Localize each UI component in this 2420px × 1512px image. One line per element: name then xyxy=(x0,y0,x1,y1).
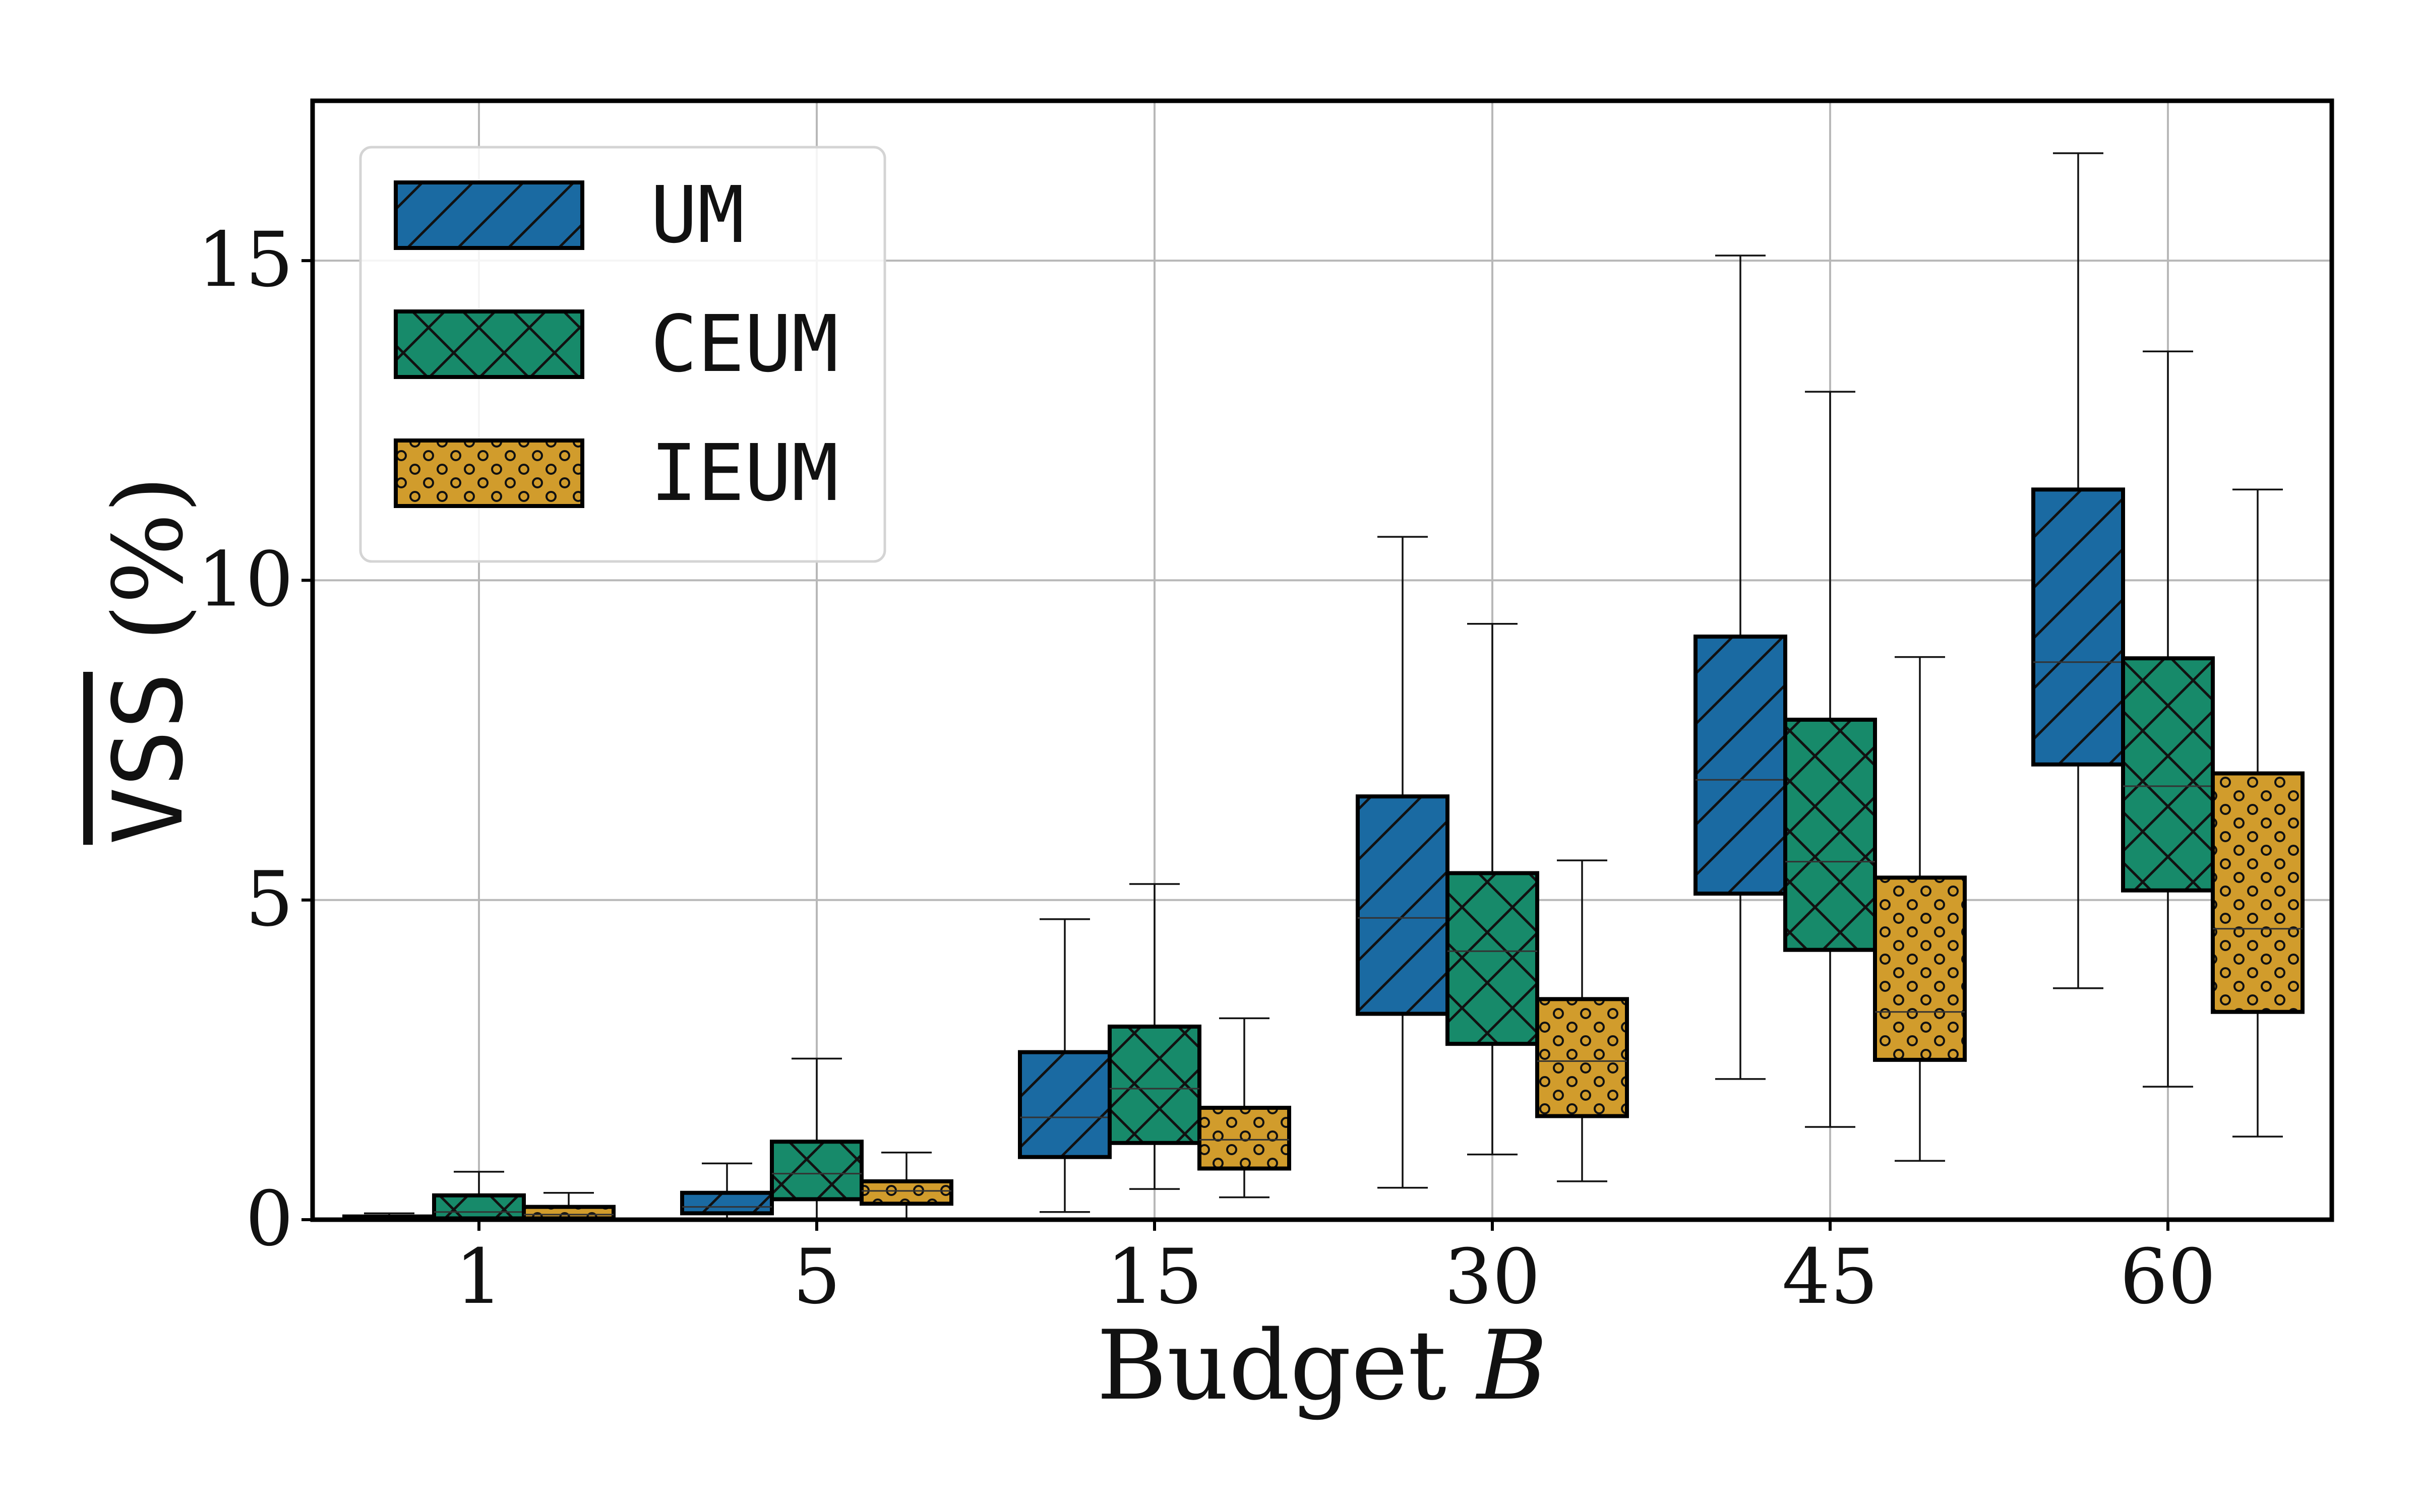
x-axis-title-text: Budget xyxy=(1097,1310,1477,1421)
y-axis-title-text: VSS xyxy=(93,672,204,845)
x-axis-title: Budget B xyxy=(1097,1310,1547,1421)
box-hatch xyxy=(1358,796,1447,1014)
box-outline xyxy=(1197,1106,1291,1171)
legend-swatch-hatch xyxy=(396,311,582,377)
legend-swatch-hatch xyxy=(396,182,582,248)
box-hatch xyxy=(682,1192,772,1214)
box-hatch xyxy=(2123,658,2213,891)
legend-label: CEUM xyxy=(650,298,838,390)
legend-label: UM xyxy=(650,169,745,261)
box-ceum-5 xyxy=(770,1057,864,1221)
box-hatch xyxy=(862,1181,951,1204)
box-ieum-15 xyxy=(1197,1017,1291,1199)
box-hatch xyxy=(1696,637,1785,894)
legend-label: IEUM xyxy=(650,427,838,519)
x-tick-label: 45 xyxy=(1782,1233,1879,1321)
box-ceum-60 xyxy=(2121,350,2215,1088)
box-outline xyxy=(1873,875,1967,1062)
box-hatch xyxy=(1199,1108,1289,1169)
legend-items: UM CEUM IEUM xyxy=(394,169,838,519)
box-ieum-5 xyxy=(860,1152,953,1221)
x-tick-label: 30 xyxy=(1444,1233,1541,1321)
box-outline xyxy=(680,1190,774,1216)
plot-frame xyxy=(310,98,2334,1222)
box-ceum-45 xyxy=(1783,391,1877,1128)
box-hatch xyxy=(2213,773,2303,1012)
box-hatch xyxy=(1110,1026,1199,1143)
y-tick-label: 0 xyxy=(246,1175,293,1263)
box-layer xyxy=(342,152,2305,1222)
legend-swatch-hatch xyxy=(396,440,582,506)
box-hatch xyxy=(1447,873,1537,1044)
legend-item-um: UM xyxy=(394,169,745,261)
legend-swatch-outline xyxy=(394,180,584,250)
x-tick-label: 5 xyxy=(793,1233,840,1321)
box-outline xyxy=(860,1179,953,1206)
box-ieum-60 xyxy=(2211,488,2305,1138)
box-um-15 xyxy=(1018,918,1112,1213)
x-tick-label: 1 xyxy=(455,1233,503,1321)
x-tick-label: 60 xyxy=(2120,1233,2216,1321)
box-ieum-30 xyxy=(1535,859,1629,1182)
box-um-45 xyxy=(1693,255,1787,1080)
y-axis-title-unit: (%) xyxy=(93,476,204,642)
box-outline xyxy=(1108,1024,1201,1145)
box-hatch xyxy=(1020,1052,1110,1157)
box-outline xyxy=(1783,717,1877,952)
legend-item-ceum: CEUM xyxy=(394,298,838,390)
box-hatch xyxy=(772,1142,862,1200)
box-outline xyxy=(1445,871,1539,1046)
box-hatch xyxy=(524,1207,614,1219)
box-ieum-45 xyxy=(1873,656,1967,1162)
legend-swatch-outline xyxy=(394,309,584,379)
y-axis-title: VSS (%) xyxy=(93,476,204,845)
box-ceum-15 xyxy=(1108,883,1201,1190)
legend-item-ieum: IEUM xyxy=(394,427,838,519)
legend: UM CEUM IEUM xyxy=(359,146,886,563)
box-hatch xyxy=(2033,489,2123,765)
x-axis-title-symbol: B xyxy=(1475,1310,1547,1421)
box-hatch xyxy=(434,1195,524,1219)
box-outline xyxy=(770,1140,864,1202)
box-outline xyxy=(1535,997,1629,1118)
box-hatch xyxy=(1537,999,1627,1116)
x-tick-label: 15 xyxy=(1107,1233,1203,1321)
y-axis-title-label: VSS (%) xyxy=(93,476,204,845)
box-um-60 xyxy=(2031,152,2125,989)
box-um-30 xyxy=(1356,536,1449,1189)
box-hatch xyxy=(1785,719,1875,950)
y-tick-label: 10 xyxy=(197,536,293,623)
legend-swatch-outline xyxy=(394,438,584,508)
box-outline xyxy=(2031,487,2125,767)
box-ceum-30 xyxy=(1445,622,1539,1156)
box-outline xyxy=(2211,771,2305,1014)
box-hatch xyxy=(1875,877,1965,1060)
y-tick-label: 15 xyxy=(197,216,293,304)
y-tick-label: 5 xyxy=(246,856,293,943)
